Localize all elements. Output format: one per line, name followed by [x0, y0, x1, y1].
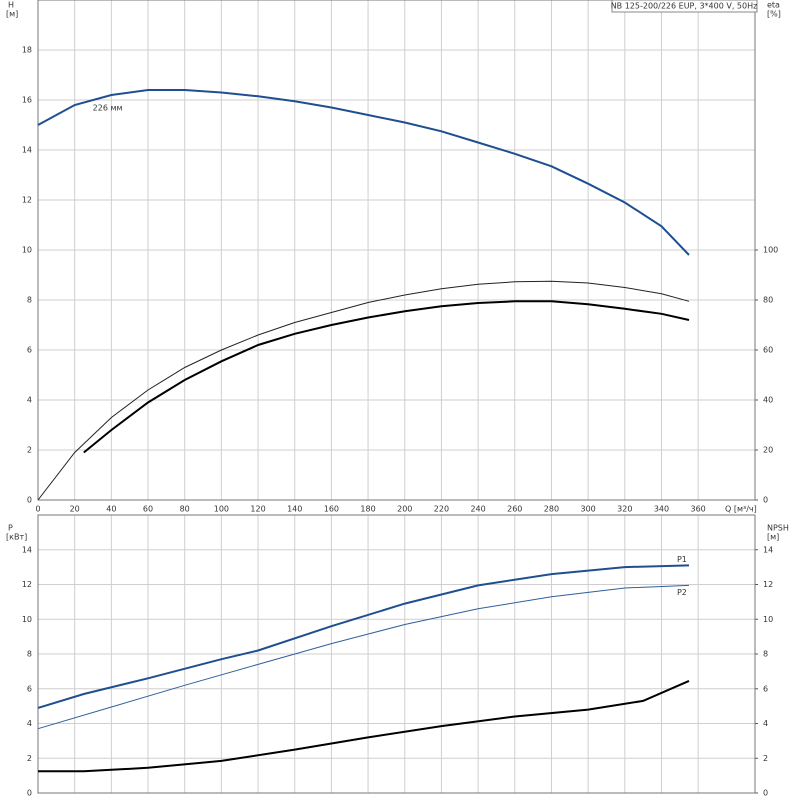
y2-tick-label: 0: [763, 789, 768, 798]
x-tick-label: 140: [287, 505, 302, 514]
y2-tick-label: 40: [763, 396, 773, 405]
y-tick-label: 14: [22, 545, 32, 554]
x-tick-label: 240: [470, 505, 485, 514]
y-tick-label: 4: [27, 719, 32, 728]
plot-frame: [37, 514, 756, 794]
x-tick-label: 40: [106, 505, 116, 514]
y2-tick-label: 8: [763, 650, 768, 659]
y2-tick-label: 100: [763, 246, 778, 255]
y2-tick-label: 12: [763, 580, 773, 589]
y2-tick-label: 6: [763, 684, 768, 693]
chart-title: NB 125-200/226 EUP, 3*400 V, 50Hz: [611, 2, 758, 11]
y-axis-title: P: [8, 524, 13, 533]
y2-tick-label: 60: [763, 346, 773, 355]
x-tick-label: 260: [507, 505, 522, 514]
y-tick-label: 8: [27, 650, 32, 659]
y-tick-label: 16: [22, 96, 32, 105]
curve: [37, 89, 690, 256]
y-tick-label: 0: [27, 789, 32, 798]
y-axis-unit: [м]: [6, 10, 18, 19]
curve-label: P2: [677, 588, 687, 597]
y-tick-label: 12: [22, 580, 32, 589]
x-axis-title: Q [м³/ч]: [725, 505, 757, 514]
x-tick-label: 340: [654, 505, 669, 514]
curve: [37, 280, 690, 501]
y-axis-title: H: [8, 1, 14, 10]
y2-axis-unit: [м]: [767, 533, 779, 542]
y2-axis-title: eta: [767, 1, 780, 10]
curve-label: 226 мм: [93, 104, 123, 113]
x-tick-label: 180: [360, 505, 375, 514]
y2-tick-label: 14: [763, 545, 773, 554]
x-tick-label: 220: [434, 505, 449, 514]
curve: [37, 564, 690, 709]
y-tick-label: 2: [27, 754, 32, 763]
x-tick-label: 280: [544, 505, 559, 514]
y-tick-label: 10: [22, 246, 32, 255]
curve: [38, 679, 690, 773]
x-tick-label: 320: [617, 505, 632, 514]
x-tick-label: 80: [180, 505, 190, 514]
y2-tick-label: 10: [763, 615, 773, 624]
y-tick-label: 8: [27, 296, 32, 305]
y2-tick-label: 0: [763, 496, 768, 505]
x-tick-label: 100: [214, 505, 229, 514]
y2-axis-unit: [%]: [767, 10, 781, 19]
y2-axis-title: NPSH: [767, 524, 789, 533]
y-tick-label: 18: [22, 46, 32, 55]
curve: [83, 300, 690, 454]
curve-label: P1: [677, 555, 687, 564]
x-tick-label: 0: [35, 505, 40, 514]
y-tick-label: 6: [27, 346, 32, 355]
y2-tick-label: 80: [763, 296, 773, 305]
x-tick-label: 200: [397, 505, 412, 514]
y-tick-label: 6: [27, 684, 32, 693]
plot-frame: [37, 0, 756, 501]
y-tick-label: 2: [27, 446, 32, 455]
curve: [37, 584, 690, 730]
y-tick-label: 4: [27, 396, 32, 405]
x-tick-label: 160: [324, 505, 339, 514]
y2-tick-label: 20: [763, 446, 773, 455]
y-axis-unit: [кВт]: [6, 533, 27, 542]
x-tick-label: 300: [580, 505, 595, 514]
y2-tick-label: 4: [763, 719, 768, 728]
y-tick-label: 14: [22, 146, 32, 155]
y2-tick-label: 2: [763, 754, 768, 763]
x-tick-label: 360: [691, 505, 706, 514]
x-tick-label: 20: [70, 505, 80, 514]
y-tick-label: 10: [22, 615, 32, 624]
title-box: [611, 0, 758, 13]
x-tick-label: 60: [143, 505, 153, 514]
y-tick-label: 12: [22, 196, 32, 205]
x-tick-label: 120: [250, 505, 265, 514]
y-tick-label: 0: [27, 496, 32, 505]
